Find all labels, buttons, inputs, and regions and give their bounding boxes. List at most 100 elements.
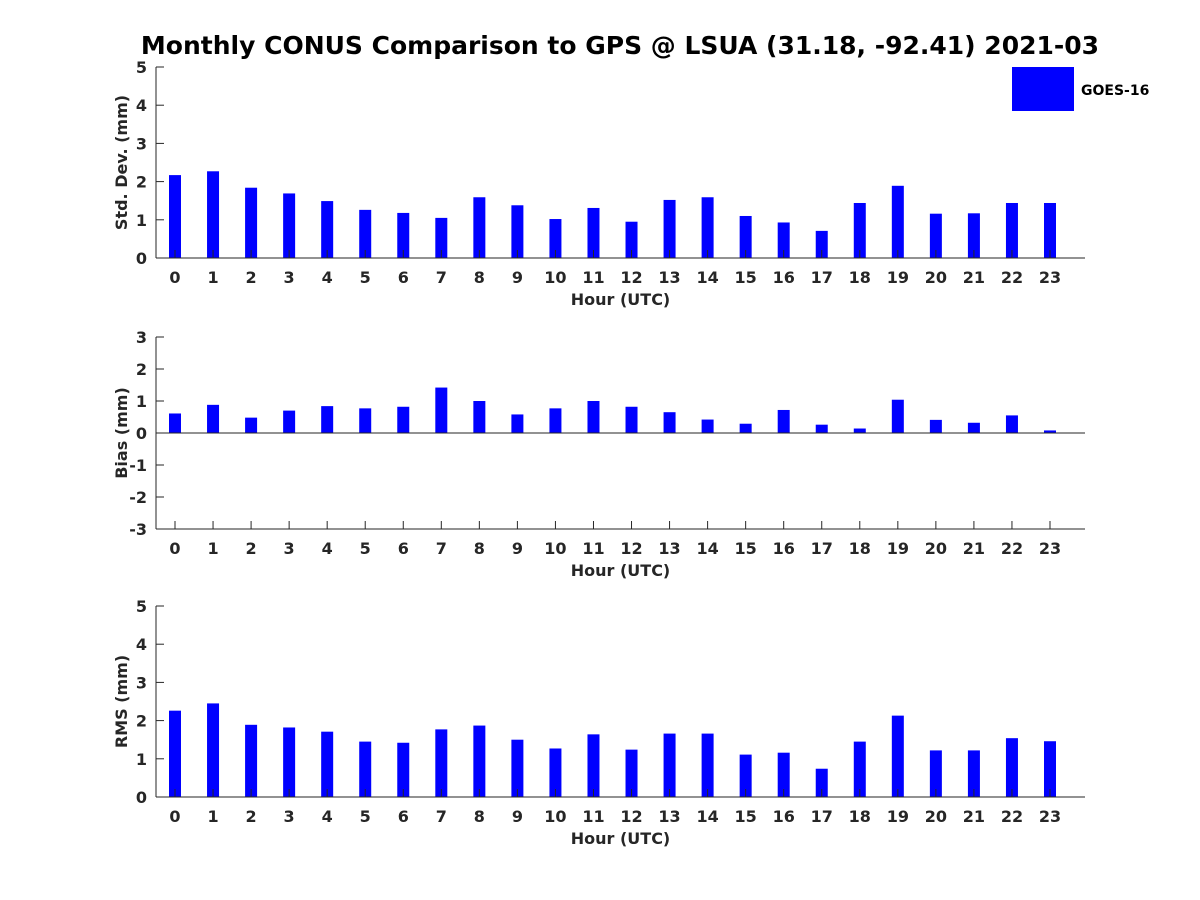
std-dev-x-tick-label: 3	[284, 268, 295, 287]
rms-bar	[359, 741, 372, 797]
std-dev-x-tick-label: 17	[811, 268, 833, 287]
std-dev-x-tick-label: 7	[436, 268, 447, 287]
bias-bar	[701, 419, 714, 433]
std-dev-y-tick-label: 0	[136, 249, 147, 268]
bias-x-tick-label: 23	[1039, 539, 1061, 558]
bias-x-tick-label: 5	[360, 539, 371, 558]
rms-bar	[777, 752, 790, 797]
bias-bar	[549, 408, 562, 433]
std-dev-bar	[169, 175, 181, 258]
rms-bar	[321, 731, 334, 797]
rms-x-tick-label: 0	[169, 807, 180, 826]
bias-x-tick-label: 9	[512, 539, 523, 558]
bias-x-tick-label: 13	[658, 539, 680, 558]
rms-bar	[283, 727, 296, 797]
rms-bar	[473, 725, 486, 797]
bias-y-tick-label: 0	[136, 424, 147, 443]
rms-x-tick-label: 7	[436, 807, 447, 826]
rms-x-tick-label: 20	[925, 807, 947, 826]
bias-x-tick-label: 20	[925, 539, 947, 558]
bias-bar	[777, 409, 790, 433]
rms-bar	[625, 749, 638, 797]
bias-bar	[1044, 430, 1056, 433]
rms-x-axis-label: Hour (UTC)	[571, 829, 671, 848]
rms-x-tick-label: 11	[582, 807, 604, 826]
std-dev-x-tick-label: 22	[1001, 268, 1023, 287]
rms-x-tick-label: 12	[620, 807, 642, 826]
bias-x-tick-label: 1	[207, 539, 218, 558]
std-dev-x-tick-label: 11	[582, 268, 604, 287]
bias-bar	[435, 387, 448, 433]
rms-x-tick-label: 10	[544, 807, 566, 826]
bias-x-tick-label: 22	[1001, 539, 1023, 558]
bias-bar	[397, 406, 410, 433]
std-dev-bar	[549, 219, 562, 258]
bias-x-tick-label: 16	[773, 539, 795, 558]
rms-bar	[853, 741, 866, 797]
bias-x-tick-label: 10	[544, 539, 566, 558]
rms-x-tick-label: 15	[735, 807, 757, 826]
bias-x-tick-label: 7	[436, 539, 447, 558]
bias-y-axis-label: Bias (mm)	[112, 387, 131, 479]
std-dev-x-tick-label: 21	[963, 268, 985, 287]
rms-x-tick-label: 14	[696, 807, 718, 826]
std-dev-x-tick-label: 20	[925, 268, 947, 287]
std-dev-bar	[207, 171, 220, 258]
bias-x-tick-label: 3	[284, 539, 295, 558]
bias-bar	[853, 428, 866, 433]
rms-bar	[435, 729, 448, 797]
std-dev-x-tick-label: 6	[398, 268, 409, 287]
bias-y-tick-label: -3	[129, 520, 147, 539]
std-dev-bar	[1005, 202, 1018, 258]
rms-bar	[587, 734, 600, 797]
rms-x-tick-label: 1	[207, 807, 218, 826]
bias-x-tick-label: 15	[735, 539, 757, 558]
rms-x-tick-label: 6	[398, 807, 409, 826]
rms-bar	[663, 733, 676, 797]
std-dev-bar	[587, 207, 600, 258]
std-dev-bar	[245, 187, 258, 258]
rms-x-tick-label: 5	[360, 807, 371, 826]
std-dev-bar	[777, 222, 790, 258]
bias-y-tick-label: -2	[129, 488, 147, 507]
rms-y-tick-label: 5	[136, 597, 147, 616]
std-dev-bar	[511, 205, 524, 258]
bias-bar	[359, 408, 372, 433]
std-dev-x-tick-label: 9	[512, 268, 523, 287]
std-dev-x-tick-label: 16	[773, 268, 795, 287]
bias-bar	[1005, 415, 1018, 433]
bias-x-tick-label: 12	[620, 539, 642, 558]
rms-bar	[929, 750, 942, 797]
bias-x-tick-label: 11	[582, 539, 604, 558]
rms-bar	[207, 703, 220, 797]
std-dev-y-axis-label: Std. Dev. (mm)	[112, 95, 131, 230]
std-dev-x-tick-label: 23	[1039, 268, 1061, 287]
rms-bar	[511, 739, 524, 797]
rms-y-tick-label: 2	[136, 712, 147, 731]
std-dev-bar	[701, 197, 714, 258]
std-dev-x-tick-label: 13	[658, 268, 680, 287]
bias-x-tick-label: 8	[474, 539, 485, 558]
bias-x-axis-label: Hour (UTC)	[571, 561, 671, 580]
bias-x-tick-label: 4	[322, 539, 333, 558]
std-dev-bar	[1044, 202, 1056, 258]
bias-bar	[473, 401, 486, 433]
bias-bar	[245, 417, 258, 433]
std-dev-x-tick-label: 1	[207, 268, 218, 287]
std-dev-x-tick-label: 19	[887, 268, 909, 287]
std-dev-bar	[891, 185, 904, 258]
std-dev-bar	[853, 202, 866, 258]
std-dev-y-tick-label: 2	[136, 173, 147, 192]
std-dev-x-tick-label: 8	[474, 268, 485, 287]
legend: GOES-16	[1012, 67, 1149, 111]
rms-bar	[1044, 741, 1056, 797]
rms-bar	[815, 768, 828, 797]
bias-y-tick-label: -1	[129, 456, 147, 475]
std-dev-y-tick-label: 3	[136, 134, 147, 153]
std-dev-bar	[435, 217, 448, 258]
bias-bar	[739, 423, 752, 433]
bias-y-tick-label: 2	[136, 360, 147, 379]
